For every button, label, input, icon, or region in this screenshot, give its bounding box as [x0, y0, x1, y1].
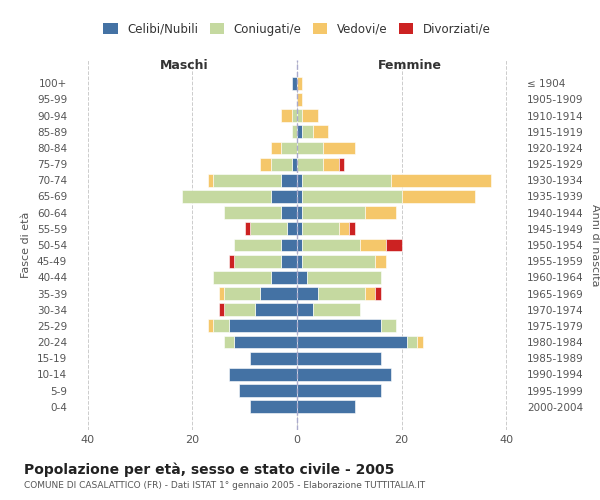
Bar [213, 174, 281, 187]
Bar [297, 238, 302, 252]
Bar [208, 174, 213, 187]
Bar [292, 77, 297, 90]
Bar [224, 287, 260, 300]
Bar [292, 158, 297, 170]
Bar [339, 158, 344, 170]
Bar [255, 303, 297, 316]
Bar [292, 109, 297, 122]
Bar [229, 368, 297, 381]
Bar [302, 222, 339, 235]
Text: COMUNE DI CASALATTICO (FR) - Dati ISTAT 1° gennaio 2005 - Elaborazione TUTTITALI: COMUNE DI CASALATTICO (FR) - Dati ISTAT … [24, 481, 425, 490]
Bar [260, 158, 271, 170]
Bar [339, 222, 349, 235]
Bar [349, 222, 355, 235]
Bar [292, 126, 297, 138]
Bar [376, 287, 381, 300]
Bar [271, 158, 292, 170]
Bar [297, 384, 381, 397]
Bar [245, 222, 250, 235]
Bar [218, 303, 224, 316]
Bar [218, 287, 224, 300]
Bar [297, 142, 323, 154]
Bar [229, 254, 234, 268]
Bar [281, 206, 297, 219]
Text: Maschi: Maschi [160, 59, 209, 72]
Bar [281, 142, 297, 154]
Bar [302, 174, 391, 187]
Bar [297, 271, 307, 284]
Bar [401, 190, 475, 203]
Bar [302, 238, 360, 252]
Bar [297, 77, 302, 90]
Y-axis label: Fasce di età: Fasce di età [22, 212, 31, 278]
Bar [297, 368, 391, 381]
Bar [302, 109, 318, 122]
Bar [271, 271, 297, 284]
Bar [297, 126, 302, 138]
Legend: Celibi/Nubili, Coniugati/e, Vedovi/e, Divorziati/e: Celibi/Nubili, Coniugati/e, Vedovi/e, Di… [98, 18, 496, 40]
Bar [323, 142, 355, 154]
Bar [224, 336, 234, 348]
Bar [313, 126, 328, 138]
Bar [229, 320, 297, 332]
Bar [281, 174, 297, 187]
Bar [250, 352, 297, 364]
Bar [297, 190, 302, 203]
Bar [260, 287, 297, 300]
Bar [302, 206, 365, 219]
Bar [250, 222, 287, 235]
Bar [281, 254, 297, 268]
Bar [313, 303, 360, 316]
Text: Femmine: Femmine [377, 59, 442, 72]
Bar [271, 190, 297, 203]
Bar [318, 287, 365, 300]
Bar [297, 320, 381, 332]
Bar [250, 400, 297, 413]
Bar [281, 109, 292, 122]
Bar [297, 303, 313, 316]
Bar [381, 320, 397, 332]
Bar [376, 254, 386, 268]
Bar [365, 287, 376, 300]
Bar [307, 271, 381, 284]
Bar [224, 206, 281, 219]
Bar [418, 336, 422, 348]
Bar [182, 190, 271, 203]
Bar [386, 238, 401, 252]
Text: Popolazione per età, sesso e stato civile - 2005: Popolazione per età, sesso e stato civil… [24, 462, 394, 477]
Bar [302, 126, 313, 138]
Bar [287, 222, 297, 235]
Bar [297, 254, 302, 268]
Bar [297, 158, 323, 170]
Bar [297, 352, 381, 364]
Bar [297, 174, 302, 187]
Bar [208, 320, 213, 332]
Bar [297, 400, 355, 413]
Bar [224, 303, 255, 316]
Bar [297, 287, 318, 300]
Bar [297, 109, 302, 122]
Bar [323, 158, 339, 170]
Bar [297, 93, 302, 106]
Bar [297, 336, 407, 348]
Bar [281, 238, 297, 252]
Bar [297, 222, 302, 235]
Y-axis label: Anni di nascita: Anni di nascita [590, 204, 600, 286]
Bar [234, 336, 297, 348]
Bar [234, 238, 281, 252]
Bar [234, 254, 281, 268]
Bar [213, 320, 229, 332]
Bar [297, 206, 302, 219]
Bar [302, 190, 401, 203]
Bar [391, 174, 491, 187]
Bar [360, 238, 386, 252]
Bar [302, 254, 376, 268]
Bar [407, 336, 418, 348]
Bar [365, 206, 397, 219]
Bar [213, 271, 271, 284]
Bar [239, 384, 297, 397]
Bar [271, 142, 281, 154]
